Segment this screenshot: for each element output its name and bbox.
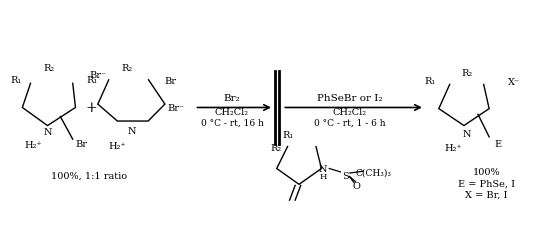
Text: O: O <box>353 181 361 190</box>
Text: Br: Br <box>164 76 177 86</box>
Text: S: S <box>342 171 349 180</box>
Text: N: N <box>462 129 471 138</box>
Text: CH₂Cl₂: CH₂Cl₂ <box>333 108 366 117</box>
Text: 0 °C - rt, 1 - 6 h: 0 °C - rt, 1 - 6 h <box>314 118 385 127</box>
Text: E: E <box>494 140 501 148</box>
Text: PhSeBr or I₂: PhSeBr or I₂ <box>316 93 382 102</box>
Text: H₂⁺: H₂⁺ <box>25 141 42 150</box>
Text: H₂⁺: H₂⁺ <box>444 143 462 152</box>
Text: Br₂: Br₂ <box>224 93 240 102</box>
Text: 100%, 1:1 ratio: 100%, 1:1 ratio <box>51 171 127 180</box>
Text: 100%: 100% <box>472 168 500 177</box>
Text: R₂: R₂ <box>43 64 54 73</box>
Text: R₁: R₁ <box>87 75 98 84</box>
Text: N: N <box>127 126 136 135</box>
Text: CH₂Cl₂: CH₂Cl₂ <box>215 108 249 117</box>
Text: H: H <box>319 173 327 181</box>
Text: R₁: R₁ <box>10 75 21 84</box>
Text: X⁻: X⁻ <box>508 78 520 87</box>
Text: 0 °C - rt, 16 h: 0 °C - rt, 16 h <box>201 118 263 127</box>
Text: C(CH₃)₃: C(CH₃)₃ <box>356 168 391 177</box>
Text: R₁: R₁ <box>282 130 293 140</box>
Text: Br⁻: Br⁻ <box>168 104 184 112</box>
Text: H₂⁺: H₂⁺ <box>108 142 126 151</box>
Text: R₂: R₂ <box>122 64 133 73</box>
Text: +: + <box>86 101 97 115</box>
Text: X = Br, I: X = Br, I <box>465 190 508 199</box>
Text: E = PhSe, I: E = PhSe, I <box>458 179 515 188</box>
Text: R₂: R₂ <box>462 69 473 78</box>
Text: N: N <box>319 164 328 173</box>
Text: Br⁻: Br⁻ <box>89 71 106 80</box>
Text: R₁: R₁ <box>425 76 436 86</box>
Text: R₂: R₂ <box>270 143 281 152</box>
Text: N: N <box>43 127 52 136</box>
Text: Br: Br <box>75 140 87 148</box>
